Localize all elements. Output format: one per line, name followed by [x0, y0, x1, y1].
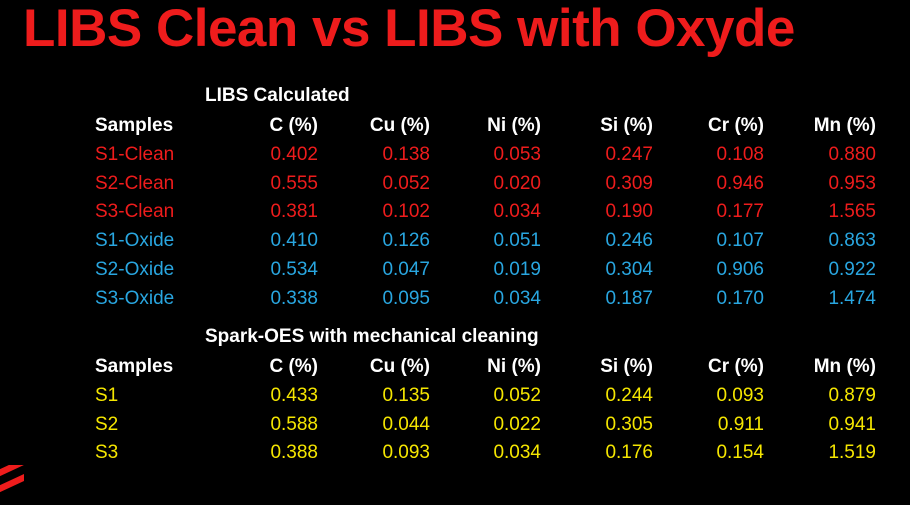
table-cell: 0.022 — [493, 413, 541, 435]
column-header-samples: Samples — [95, 115, 174, 136]
table-cell: 0.102 — [382, 201, 430, 223]
table-cell: 1.519 — [828, 442, 876, 463]
table-cell: 0.879 — [828, 385, 876, 406]
table-cell: 0.154 — [716, 442, 764, 463]
column-header: Si (%) — [600, 115, 653, 136]
row-sample-label: S2 — [95, 413, 119, 435]
table-cell: 0.247 — [605, 144, 653, 165]
table-cell: 0.177 — [716, 201, 764, 223]
table-cell: 0.305 — [605, 413, 653, 435]
table-cell: 1.565 — [828, 201, 876, 223]
table-cell: 0.381 — [270, 201, 318, 223]
table-cell: 0.126 — [382, 230, 430, 252]
row-sample-label: S2-Oxide — [95, 258, 175, 280]
table-cell: 1.474 — [828, 287, 876, 309]
table-cell: 0.019 — [493, 258, 541, 280]
libs-section-heading: LIBS Calculated — [205, 85, 350, 106]
table-cell: 0.911 — [717, 413, 764, 435]
table-cell: 0.107 — [716, 230, 764, 252]
row-sample-label: S2-Clean — [95, 172, 175, 194]
column-header: C (%) — [269, 115, 318, 136]
table-cell: 0.034 — [493, 287, 541, 309]
table-cell: 0.410 — [270, 230, 318, 252]
column-header: Cr (%) — [708, 115, 764, 136]
column-header: Ni (%) — [487, 115, 541, 136]
table-cell: 0.246 — [605, 230, 653, 252]
table-cell: 0.402 — [270, 144, 318, 165]
row-sample-label: S3 — [95, 442, 119, 463]
table-cell: 0.309 — [605, 172, 653, 194]
table-cell: 0.047 — [382, 258, 430, 280]
table-cell: 0.941 — [828, 413, 876, 435]
table-cell: 0.052 — [382, 172, 430, 194]
row-sample-label: S3-Oxide — [95, 287, 175, 309]
table-cell: 0.946 — [716, 172, 764, 194]
column-header: C (%) — [269, 356, 318, 377]
table-cell: 0.051 — [493, 230, 541, 252]
table-cell: 0.052 — [493, 385, 541, 406]
table-cell: 0.095 — [382, 287, 430, 309]
column-header: Si (%) — [600, 356, 653, 377]
table-cell: 0.304 — [605, 258, 653, 280]
column-header: Cr (%) — [708, 356, 764, 377]
table-cell: 0.880 — [828, 144, 876, 165]
table-cell: 0.338 — [270, 287, 318, 309]
table-cell: 0.187 — [605, 287, 653, 309]
table-cell: 0.388 — [270, 442, 318, 463]
page-title: LIBS Clean vs LIBS with Oxyde — [23, 0, 795, 58]
table-cell: 0.053 — [493, 144, 541, 165]
table-cell: 0.922 — [828, 258, 876, 280]
table-cell: 0.863 — [828, 230, 876, 252]
table-cell: 0.093 — [382, 442, 430, 463]
table-cell: 0.906 — [716, 258, 764, 280]
table-cell: 0.093 — [716, 385, 764, 406]
row-sample-label: S1-Clean — [95, 144, 175, 165]
table-cell: 0.034 — [493, 442, 541, 463]
row-sample-label: S3-Clean — [95, 201, 175, 223]
table-cell: 0.135 — [382, 385, 430, 406]
table-cell: 0.108 — [716, 144, 764, 165]
table-cell: 0.953 — [828, 172, 876, 194]
column-header: Mn (%) — [813, 356, 876, 377]
table-cell: 0.176 — [605, 442, 653, 463]
row-sample-label: S1-Oxide — [95, 230, 175, 252]
row-sample-label: S1 — [95, 385, 119, 406]
table-cell: 0.020 — [493, 172, 541, 194]
table-cell: 0.534 — [270, 258, 318, 280]
column-header: Mn (%) — [813, 115, 876, 136]
column-header: Cu (%) — [369, 356, 430, 377]
table-cell: 0.034 — [493, 201, 541, 223]
column-header-samples: Samples — [95, 356, 174, 377]
table-cell: 0.433 — [270, 385, 318, 406]
brand-logo-icon — [0, 465, 24, 494]
table-cell: 0.044 — [382, 413, 430, 435]
table-cell: 0.588 — [270, 413, 318, 435]
spark-section-heading: Spark-OES with mechanical cleaning — [205, 326, 539, 347]
column-header: Ni (%) — [487, 356, 541, 377]
table-cell: 0.190 — [605, 201, 653, 223]
table-cell: 0.244 — [605, 385, 653, 406]
table-cell: 0.138 — [382, 144, 430, 165]
table-cell: 0.555 — [270, 172, 318, 194]
column-header: Cu (%) — [369, 115, 430, 136]
table-cell: 0.170 — [716, 287, 764, 309]
